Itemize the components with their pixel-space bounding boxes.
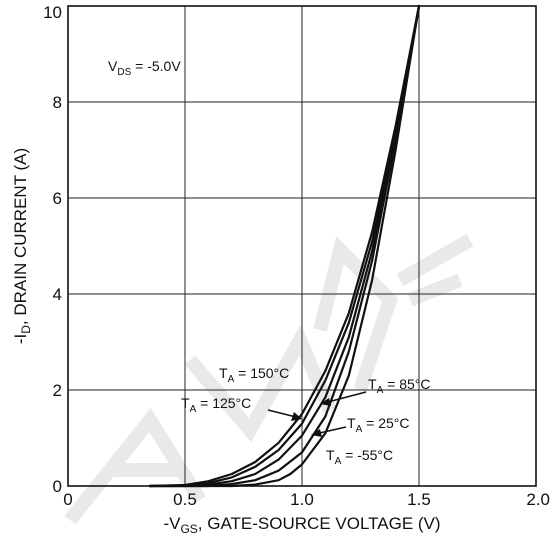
arrowhead-25c — [311, 429, 322, 437]
series-label-150c: TA = 150°C — [219, 365, 289, 385]
y-tick-label: 8 — [53, 93, 62, 112]
arrow-85c — [323, 391, 367, 404]
y-tick-label: 4 — [53, 285, 62, 304]
x-tick-label: 1.0 — [290, 490, 314, 509]
grid-lines — [68, 6, 536, 486]
x-tick-label: 2.0 — [526, 490, 550, 509]
y-tick-labels: 0 2 4 6 8 10 — [43, 3, 62, 496]
curve-125c — [148, 4, 421, 488]
y-tick-label: 6 — [53, 189, 62, 208]
x-tick-label: 0.5 — [173, 490, 197, 509]
y-tick-label: 0 — [53, 477, 62, 496]
leader-arrows — [267, 391, 367, 437]
arrowhead-85c — [320, 398, 331, 406]
series-label-25c: TA = 25°C — [347, 415, 409, 435]
curve-25c — [148, 4, 421, 488]
arrowhead-125c — [291, 412, 302, 421]
y-tick-label: 2 — [53, 381, 62, 400]
watermark — [64, 233, 474, 525]
series-label-minus55c: TA = -55°C — [326, 447, 393, 467]
plot-frame — [67, 5, 537, 487]
x-tick-label: 0 — [63, 490, 72, 509]
x-tick-labels: 0 0.5 1.0 1.5 2.0 — [63, 490, 550, 509]
series-label-125c: TA = 125°C — [181, 395, 251, 415]
curve-85c — [148, 4, 421, 488]
curves — [148, 4, 421, 488]
condition-label: VDS = -5.0V — [108, 58, 181, 78]
x-tick-label: 1.5 — [407, 490, 431, 509]
y-tick-label: 10 — [43, 3, 62, 22]
curve-minus55c — [148, 4, 421, 488]
curve-150c — [148, 4, 421, 488]
y-axis-title: -ID, DRAIN CURRENT (A) — [11, 148, 33, 344]
series-label-85c: TA = 85°C — [368, 376, 430, 396]
x-axis-title: -VGS, GATE-SOURCE VOLTAGE (V) — [163, 514, 440, 536]
